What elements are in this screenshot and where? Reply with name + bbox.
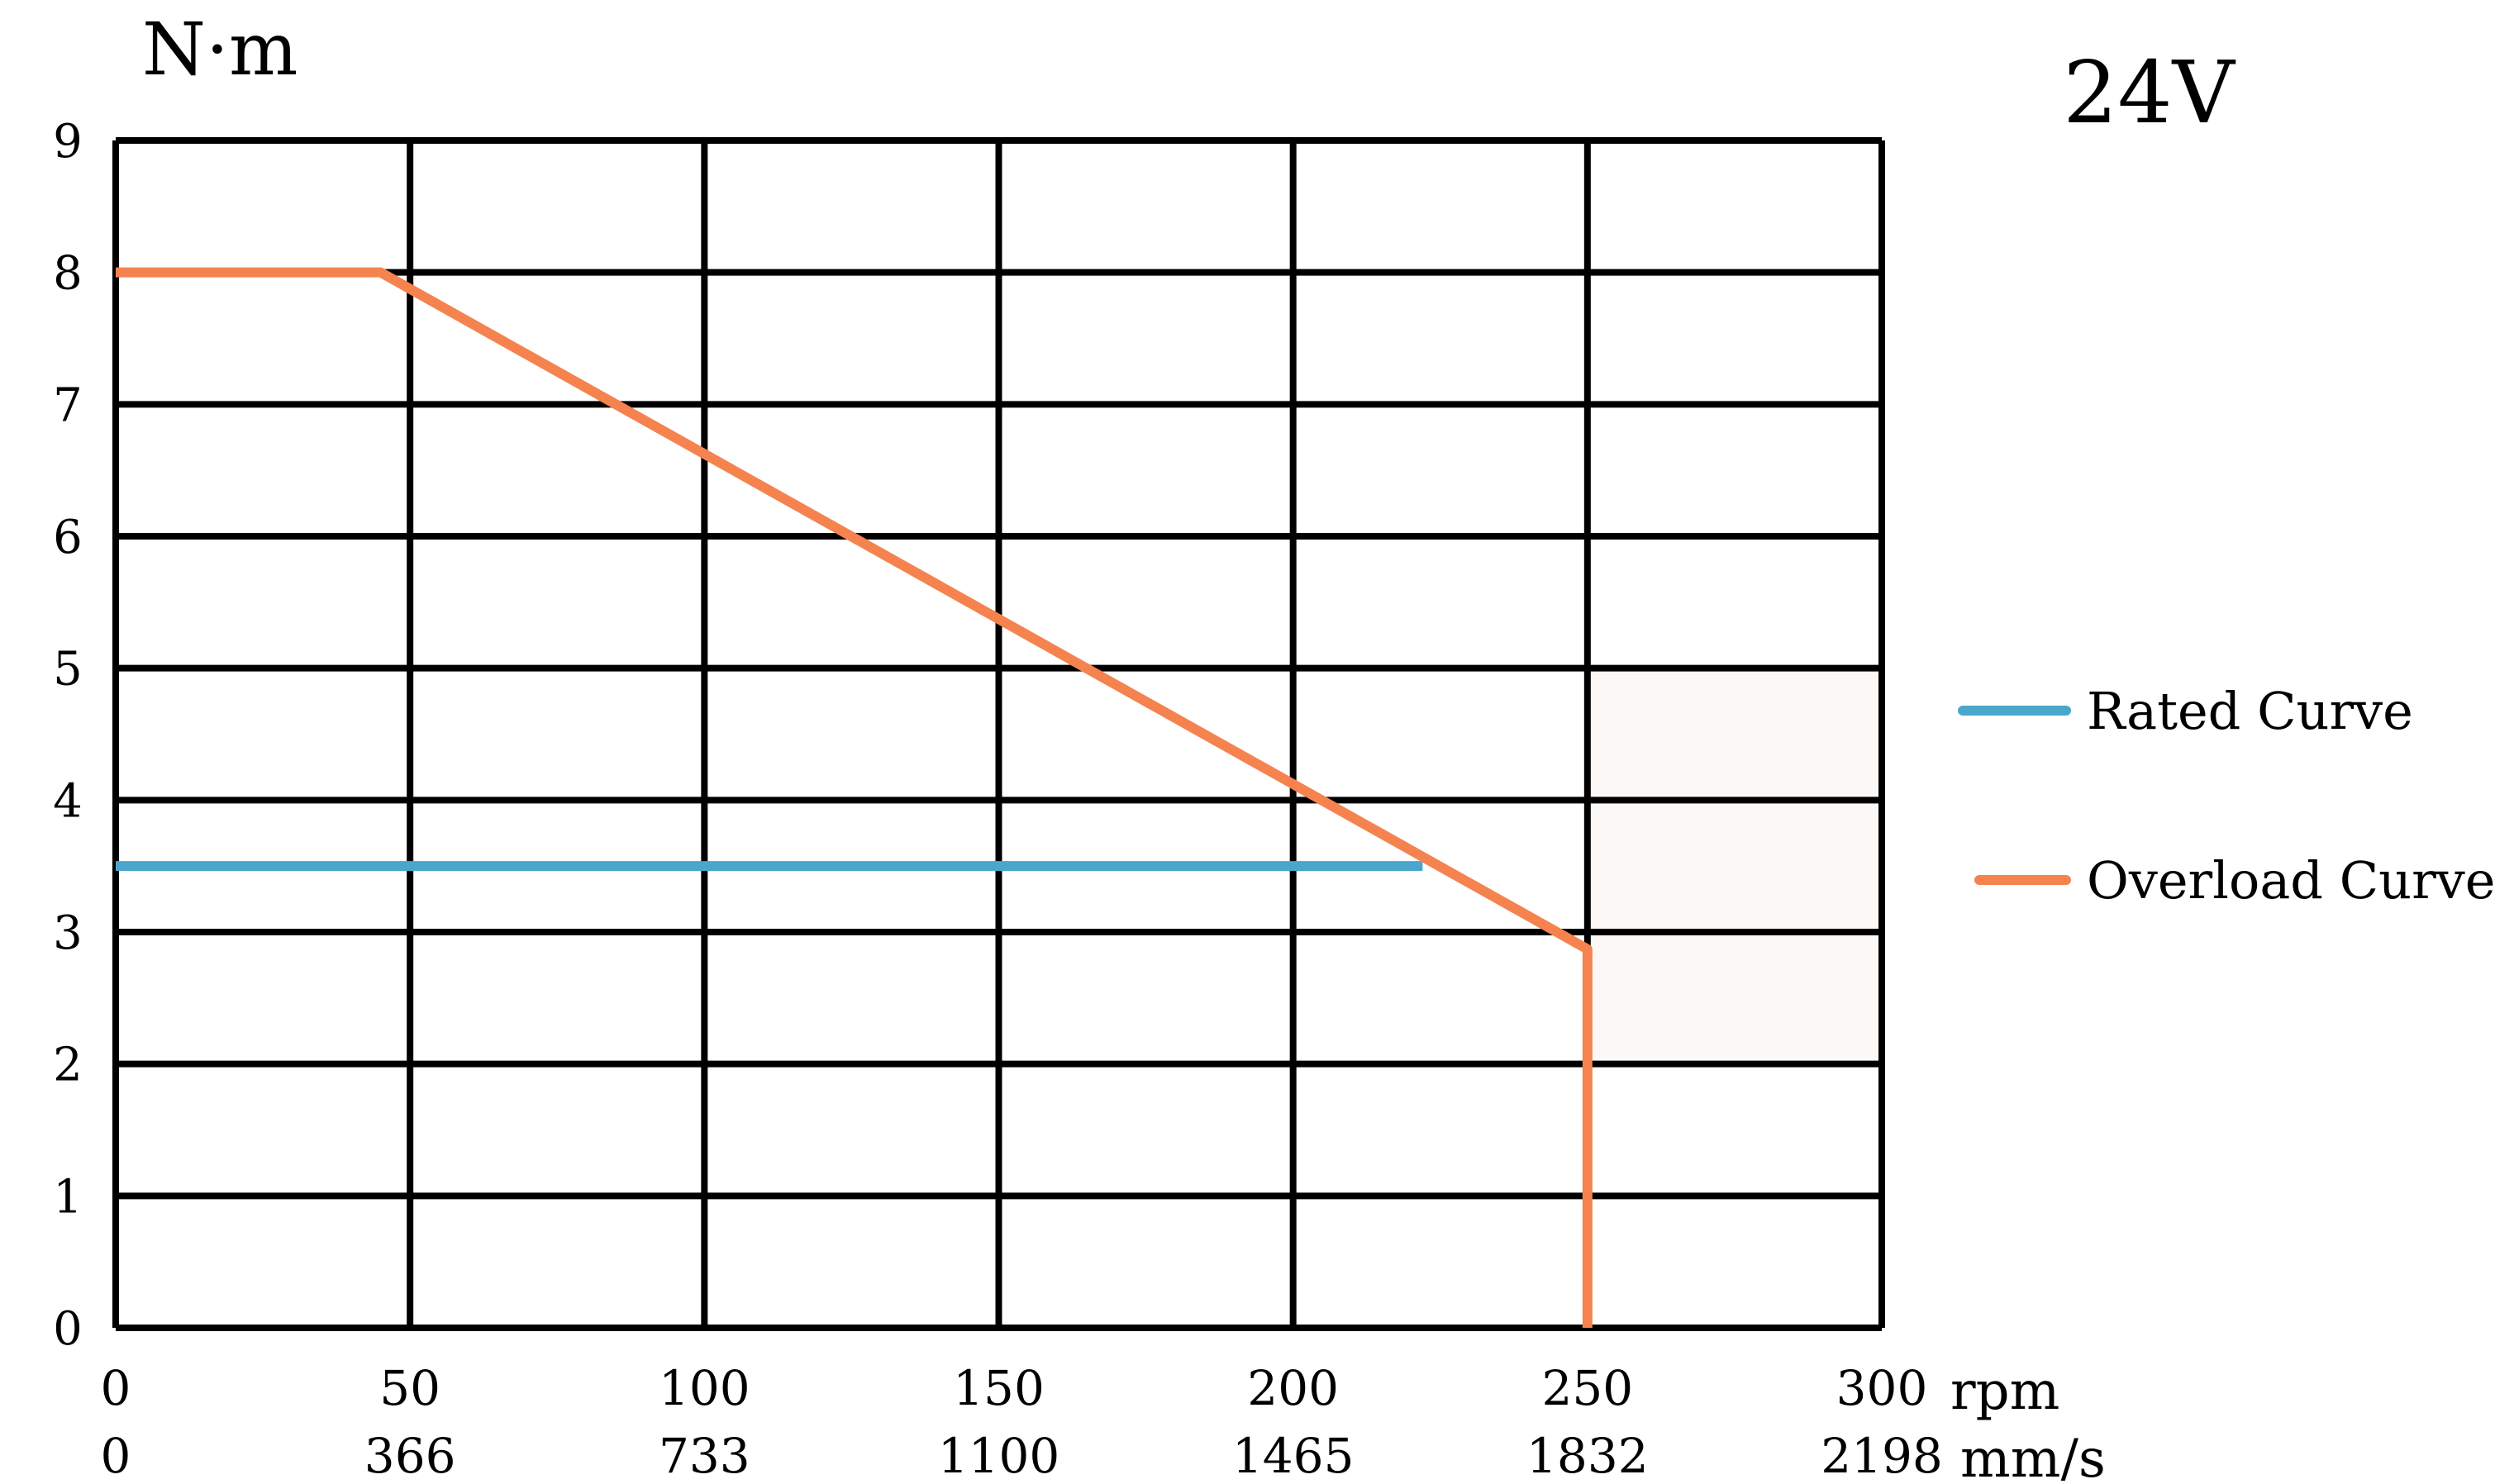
y-tick-label: 1 [53,1170,83,1224]
shaded-region [1587,668,1882,1064]
y-tick-label: 6 [53,511,83,564]
x-tick-label-rpm: 0 [101,1360,131,1416]
x-tick-label-mms: 1465 [1232,1428,1355,1481]
x-axis-label-rpm: rpm [1950,1361,2059,1422]
x-tick-label-rpm: 200 [1247,1360,1339,1416]
series-line-overload-curve [116,267,1593,1328]
y-tick-label: 3 [53,906,83,960]
x-tick-label-rpm: 250 [1541,1360,1633,1416]
legend-label-rated-curve: Rated Curve [2087,681,2413,741]
y-tick-label: 7 [53,378,83,432]
y-tick-label: 0 [53,1302,83,1356]
legend-label-overload-curve: Overload Curve [2087,850,2495,911]
x-tick-label-mms: 1100 [938,1428,1060,1481]
x-tick-label-rpm: 100 [659,1360,750,1416]
x-tick-label-rpm: 150 [953,1360,1045,1416]
y-tick-label: 5 [53,643,83,697]
y-tick-label: 4 [53,774,83,828]
x-tick-label-mms: 2198 [1821,1428,1943,1481]
x-tick-label-mms: 733 [659,1428,750,1481]
x-axis-label-mms: mm/s [1960,1429,2106,1481]
x-tick-label-rpm: 50 [379,1360,440,1416]
x-tick-label-rpm: 300 [1836,1360,1928,1416]
x-tick-label-mms: 1832 [1526,1428,1649,1481]
y-axis-label: N·m [142,7,298,92]
y-tick-label: 9 [53,115,83,169]
x-tick-label-mms: 366 [364,1428,456,1481]
chart-title: 24V [2063,42,2236,143]
y-tick-label: 2 [53,1039,83,1092]
x-tick-label-mms: 0 [101,1428,131,1481]
y-tick-label: 8 [53,247,83,301]
